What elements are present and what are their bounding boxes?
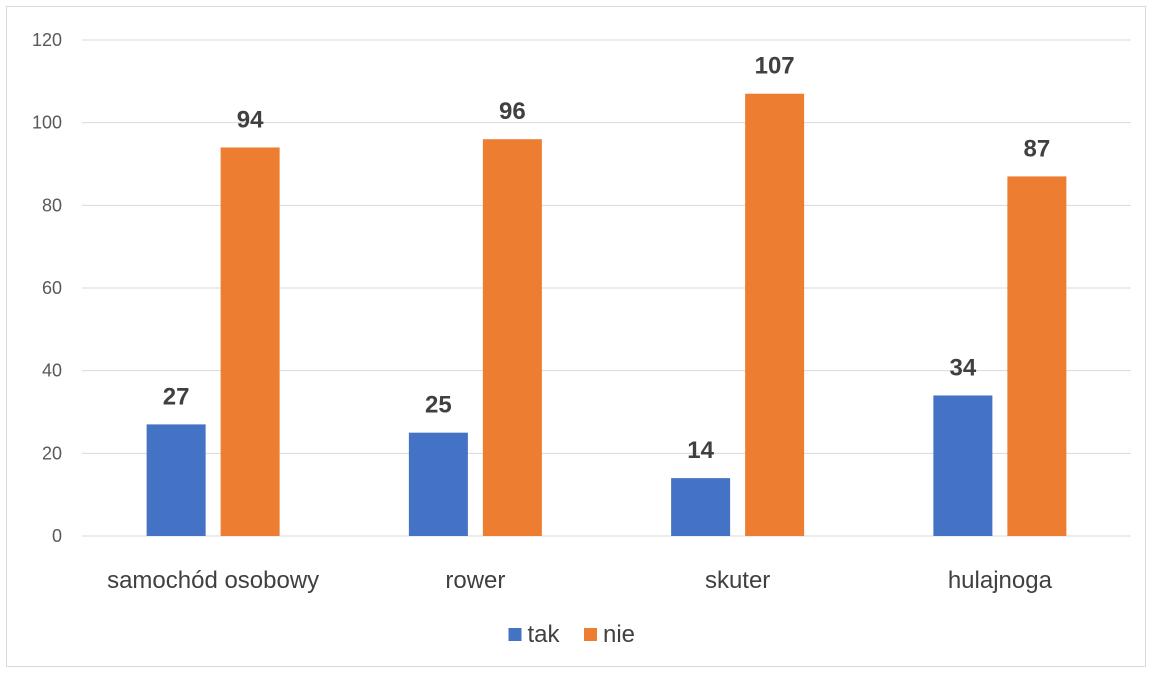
y-tick-label: 60 <box>42 278 62 298</box>
bars <box>146 93 1067 536</box>
y-tick-label: 100 <box>32 113 62 133</box>
bar-tak <box>146 424 206 536</box>
legend-label: tak <box>528 621 561 648</box>
data-label: 107 <box>755 53 795 80</box>
category-label: samochód osobowy <box>107 567 319 594</box>
y-axis-ticks: 0 20 40 60 80 100 120 <box>32 30 62 546</box>
data-label: 25 <box>425 392 452 419</box>
category-label: skuter <box>705 567 770 594</box>
y-tick-label: 120 <box>32 30 62 50</box>
data-labels: 27 94 25 96 14 107 34 87 <box>163 53 1050 464</box>
bar-nie <box>1007 176 1067 536</box>
legend-swatch-nie <box>584 628 597 641</box>
category-label: rower <box>445 567 505 594</box>
bar-tak <box>671 478 731 536</box>
data-label: 27 <box>163 383 190 410</box>
data-label: 14 <box>687 437 714 464</box>
category-label: hulajnoga <box>948 567 1053 594</box>
data-label: 34 <box>950 354 977 381</box>
y-tick-label: 0 <box>52 526 62 546</box>
bar-nie <box>220 147 280 536</box>
legend: tak nie <box>508 621 635 648</box>
y-tick-label: 80 <box>42 195 62 215</box>
bar-nie <box>482 139 542 536</box>
bar-nie <box>745 93 805 536</box>
data-label: 94 <box>237 106 264 133</box>
legend-label: nie <box>603 621 635 648</box>
chart-frame <box>6 6 1146 667</box>
x-axis-categories: samochód osobowy rower skuter hulajnoga <box>107 567 1053 594</box>
data-label: 87 <box>1024 135 1051 162</box>
data-label: 96 <box>499 98 526 125</box>
legend-swatch-tak <box>508 628 522 641</box>
bar-tak <box>408 432 468 536</box>
y-tick-label: 20 <box>42 443 62 463</box>
y-tick-label: 40 <box>42 361 62 381</box>
bar-tak <box>933 395 993 536</box>
